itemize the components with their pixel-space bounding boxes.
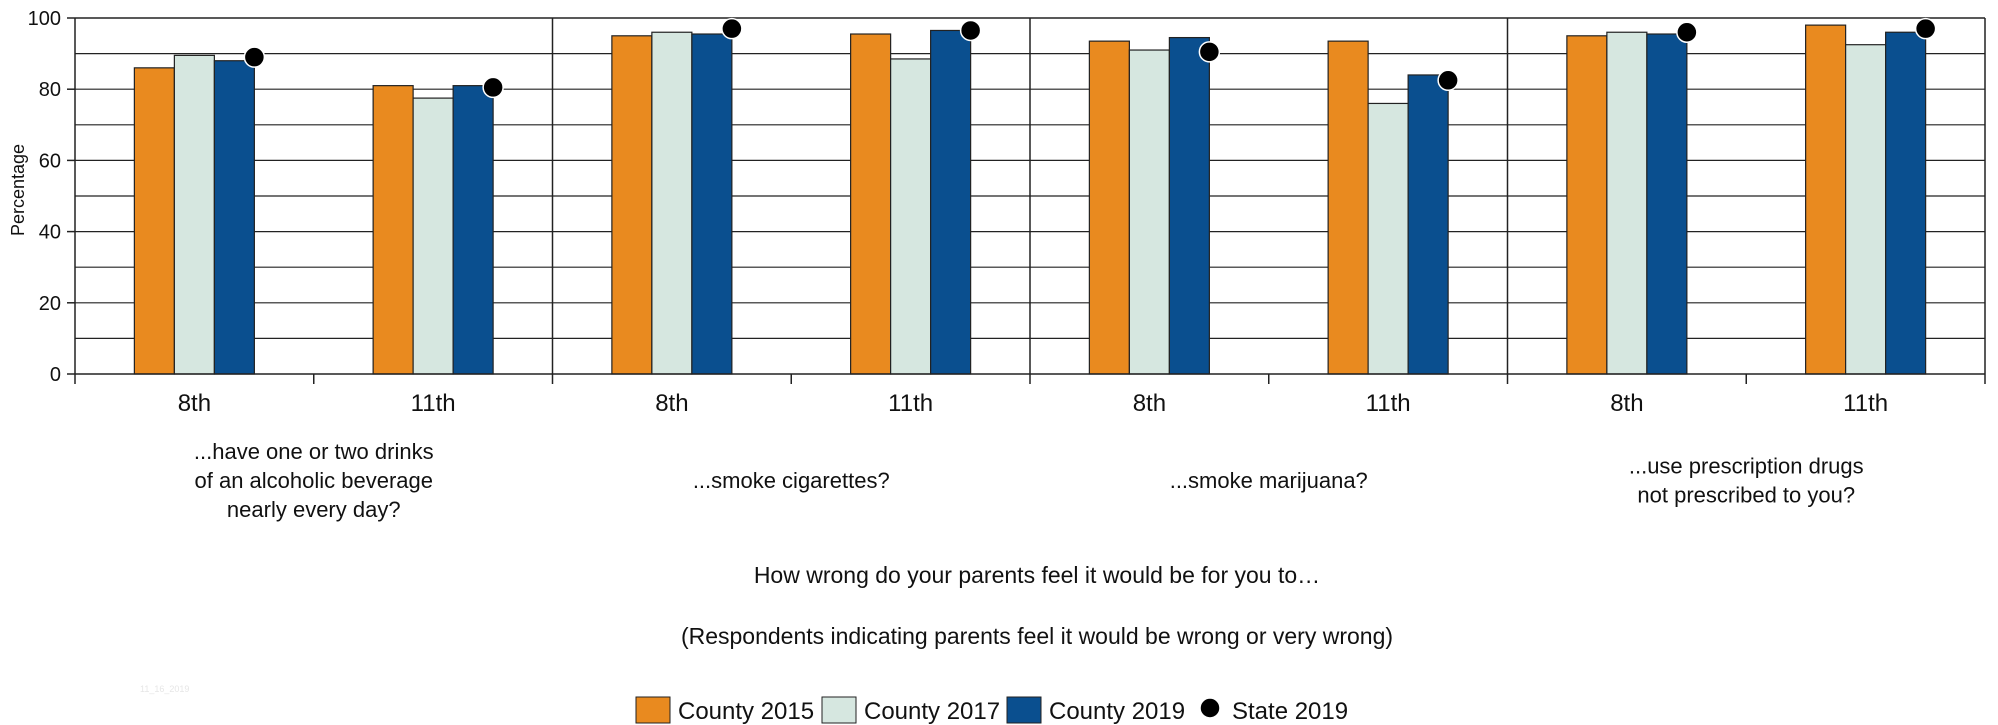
y-tick-label: 100 <box>28 8 61 30</box>
y-tick-label: 20 <box>39 293 61 315</box>
legend-item-county-2019: County 2019 <box>1006 696 1185 725</box>
question-label-line: nearly every day? <box>227 497 401 522</box>
marker-state-2019-marijuana-11th <box>1437 69 1459 92</box>
marker-state-2019-rx-drugs-8th <box>1676 21 1698 43</box>
bar-county-2015-rx-drugs-8th <box>1566 35 1608 375</box>
bar-county-2015-cigarettes-8th <box>611 35 653 375</box>
legend-label-county-2017: County 2017 <box>864 698 1000 725</box>
x-tick-label: 8th <box>1610 390 1643 417</box>
bar-county-2015-rx-drugs-11th <box>1805 24 1847 375</box>
marker-state-2019-alcohol-11th <box>482 76 504 99</box>
y-axis-label: Percentage <box>8 144 28 236</box>
x-tick-label: 8th <box>178 390 211 417</box>
bar-county-2019-cigarettes-8th <box>691 33 733 375</box>
y-tick-label: 0 <box>50 364 61 386</box>
legend-swatch-county-2019 <box>1006 696 1042 724</box>
marker-state-2019-marijuana-8th <box>1198 41 1221 63</box>
question-labels: ...have one or two drinks of an alcoholic… <box>194 439 1864 522</box>
bar-county-2017-marijuana-8th <box>1128 49 1170 375</box>
legend: County 2015 County 2017 County 2019 Stat… <box>635 696 1348 725</box>
question-label-line: ...have one or two drinks <box>194 439 434 464</box>
bar-county-2019-rx-drugs-11th <box>1885 31 1927 375</box>
legend-label-state-2019: State 2019 <box>1232 698 1348 725</box>
respondents-note: (Respondents indicating parents feel it … <box>681 623 1393 649</box>
bar-county-2015-alcohol-8th <box>133 67 175 375</box>
bar-county-2015-alcohol-11th <box>372 85 414 375</box>
question-label-line: of an alcoholic beverage <box>195 468 434 493</box>
legend-swatch-county-2015 <box>635 696 671 724</box>
plot-frame <box>74 17 1986 375</box>
question-label-line: not prescribed to you? <box>1637 483 1855 508</box>
x-tick-label: 11th <box>411 390 456 417</box>
bar-county-2015-marijuana-11th <box>1327 40 1369 375</box>
y-tick-label: 60 <box>39 150 61 172</box>
legend-item-county-2017: County 2017 <box>821 696 1000 725</box>
bar-county-2019-cigarettes-11th <box>930 29 972 375</box>
bar-county-2017-marijuana-11th <box>1367 102 1409 375</box>
bar-county-2019-marijuana-11th <box>1407 74 1449 375</box>
bar-county-2017-cigarettes-11th <box>890 58 932 375</box>
faint-watermark-text: 11_16_2019 <box>140 684 189 694</box>
legend-item-county-2015: County 2015 <box>635 696 814 725</box>
bar-county-2017-alcohol-11th <box>412 97 454 375</box>
legend-label-county-2015: County 2015 <box>678 698 814 725</box>
question-label-line: ...smoke marijuana? <box>1170 468 1368 493</box>
legend-marker-state-2019 <box>1199 697 1221 719</box>
question-label-line: ...smoke cigarettes? <box>693 468 890 493</box>
bar-county-2015-cigarettes-11th <box>850 33 892 375</box>
y-axis: 0 20 40 60 80 100 <box>28 8 75 386</box>
bar-county-2019-rx-drugs-8th <box>1646 33 1688 375</box>
x-tick-label: 11th <box>1366 390 1411 417</box>
bar-county-2019-alcohol-8th <box>213 60 255 375</box>
marker-state-2019-cigarettes-11th <box>959 19 982 42</box>
question-label-line: ...use prescription drugs <box>1629 454 1864 479</box>
state-markers <box>243 17 1937 99</box>
bars <box>133 24 1927 375</box>
marker-state-2019-rx-drugs-11th <box>1914 17 1937 40</box>
x-tick-label: 8th <box>655 390 688 417</box>
bar-county-2015-marijuana-8th <box>1088 40 1130 375</box>
question-note: How wrong do your parents feel it would … <box>754 562 1320 588</box>
legend-label-county-2019: County 2019 <box>1049 698 1185 725</box>
y-tick-label: 80 <box>39 79 61 101</box>
bar-county-2019-marijuana-8th <box>1168 36 1210 375</box>
x-tick-label: 8th <box>1133 390 1166 417</box>
bar-county-2017-cigarettes-8th <box>651 31 693 375</box>
marker-state-2019-alcohol-8th <box>243 46 266 68</box>
bar-county-2017-rx-drugs-11th <box>1845 44 1887 375</box>
x-tick-label: 11th <box>1843 390 1888 417</box>
legend-item-state-2019: State 2019 <box>1199 697 1348 725</box>
x-tick-label: 11th <box>888 390 933 417</box>
bar-county-2019-alcohol-11th <box>452 85 494 375</box>
bar-county-2017-alcohol-8th <box>173 54 215 375</box>
bar-county-2017-rx-drugs-8th <box>1606 31 1648 375</box>
y-tick-label: 40 <box>39 222 61 244</box>
x-axis: 8th 11th 8th 11th 8th 11th 8th 11th <box>74 374 1986 417</box>
legend-swatch-county-2017 <box>821 696 857 724</box>
marker-state-2019-cigarettes-8th <box>721 17 743 40</box>
